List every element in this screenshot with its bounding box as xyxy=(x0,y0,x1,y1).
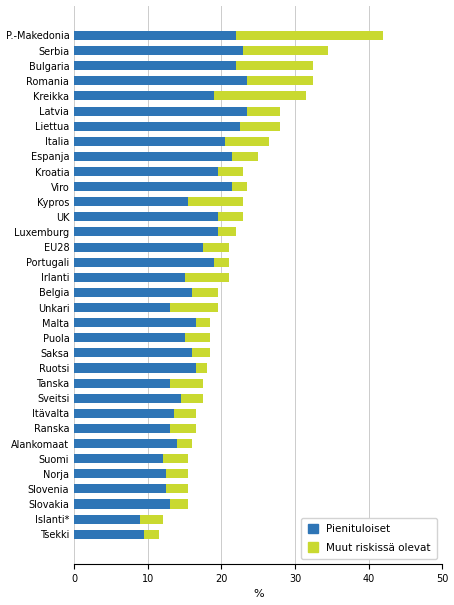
X-axis label: %: % xyxy=(253,589,263,600)
Bar xyxy=(232,152,258,161)
Bar xyxy=(144,530,159,539)
Bar xyxy=(74,348,192,358)
Bar xyxy=(74,500,170,509)
Bar xyxy=(74,31,236,40)
Bar xyxy=(74,182,232,191)
Bar xyxy=(218,212,243,221)
Bar xyxy=(243,46,328,55)
Bar xyxy=(196,318,210,327)
Bar xyxy=(247,106,280,116)
Bar xyxy=(247,76,313,85)
Bar xyxy=(74,394,181,403)
Bar xyxy=(203,243,229,252)
Bar xyxy=(74,469,166,479)
Bar xyxy=(177,439,192,448)
Bar xyxy=(170,303,218,312)
Bar xyxy=(74,243,203,252)
Bar xyxy=(74,212,218,221)
Bar xyxy=(173,409,196,418)
Bar xyxy=(74,364,196,373)
Bar xyxy=(218,227,236,237)
Bar xyxy=(74,318,196,327)
Bar xyxy=(236,61,313,70)
Bar xyxy=(74,46,243,55)
Bar xyxy=(74,485,166,494)
Bar xyxy=(74,76,247,85)
Bar xyxy=(166,485,188,494)
Bar xyxy=(74,152,232,161)
Bar xyxy=(74,61,236,70)
Bar xyxy=(74,454,163,463)
Bar xyxy=(74,439,177,448)
Bar xyxy=(74,258,214,267)
Bar xyxy=(240,122,280,131)
Bar xyxy=(74,227,218,237)
Legend: Pienituloiset, Muut riskissä olevat: Pienituloiset, Muut riskissä olevat xyxy=(301,518,437,559)
Bar xyxy=(192,348,210,358)
Bar xyxy=(74,288,192,297)
Bar xyxy=(218,167,243,176)
Bar xyxy=(74,273,185,282)
Bar xyxy=(181,394,203,403)
Bar xyxy=(74,137,225,146)
Bar xyxy=(214,91,306,100)
Bar xyxy=(74,530,144,539)
Bar xyxy=(74,106,247,116)
Bar xyxy=(74,379,170,388)
Bar xyxy=(170,424,196,433)
Bar xyxy=(185,273,229,282)
Bar xyxy=(74,303,170,312)
Bar xyxy=(163,454,188,463)
Bar xyxy=(166,469,188,479)
Bar xyxy=(170,379,203,388)
Bar xyxy=(188,197,243,206)
Bar xyxy=(185,333,210,342)
Bar xyxy=(170,500,188,509)
Bar xyxy=(196,364,207,373)
Bar xyxy=(232,182,247,191)
Bar xyxy=(192,288,218,297)
Bar xyxy=(74,424,170,433)
Bar xyxy=(74,515,140,524)
Bar xyxy=(236,31,383,40)
Bar xyxy=(225,137,269,146)
Bar xyxy=(74,409,173,418)
Bar xyxy=(74,122,240,131)
Bar xyxy=(214,258,229,267)
Bar xyxy=(74,91,214,100)
Bar xyxy=(140,515,163,524)
Bar xyxy=(74,167,218,176)
Bar xyxy=(74,333,185,342)
Bar xyxy=(74,197,188,206)
